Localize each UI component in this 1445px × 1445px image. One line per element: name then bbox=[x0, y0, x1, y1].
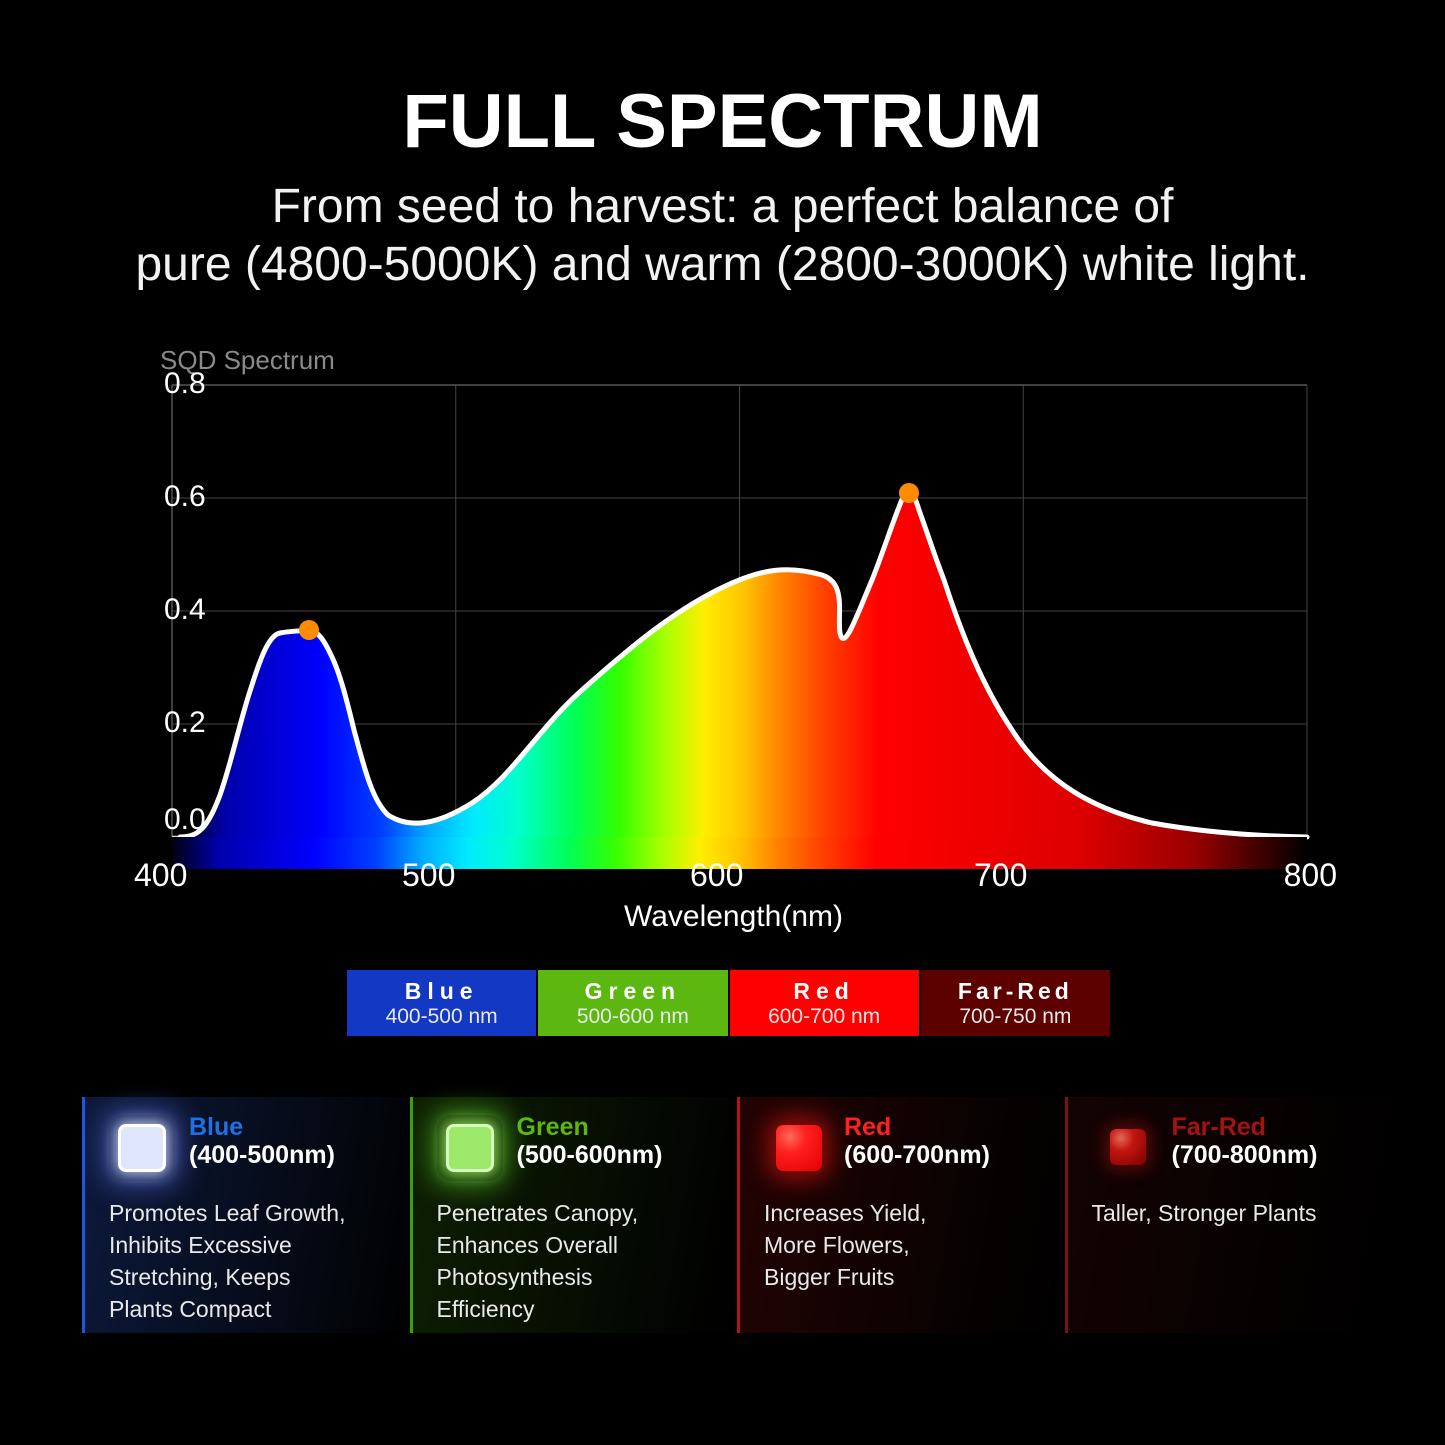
svg-text:0.2: 0.2 bbox=[164, 706, 206, 739]
svg-text:0.6: 0.6 bbox=[164, 480, 206, 513]
svg-text:0.4: 0.4 bbox=[164, 593, 206, 626]
svg-text:0.0: 0.0 bbox=[164, 803, 206, 836]
svg-text:0.8: 0.8 bbox=[164, 367, 206, 400]
